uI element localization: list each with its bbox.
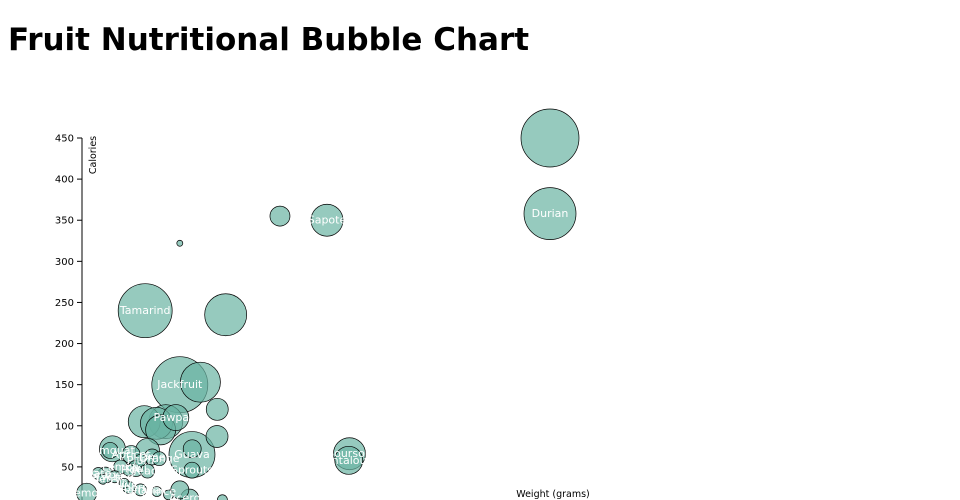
- bubble-label: Durian: [532, 207, 569, 220]
- bubble-olive[interactable]: [118, 477, 130, 489]
- bubble-label: Peach: [131, 465, 164, 478]
- bubble-durian[interactable]: [523, 187, 577, 240]
- bubble[interactable]: [269, 205, 291, 227]
- bubble[interactable]: [176, 239, 184, 247]
- bubble-orange[interactable]: [151, 451, 167, 467]
- bubble-label: Tamarind: [119, 304, 171, 317]
- bubble-label: Banana: [120, 483, 162, 496]
- bubble-sprouts[interactable]: [183, 461, 201, 479]
- bubble[interactable]: [217, 494, 228, 500]
- chart-title: Fruit Nutritional Bubble Chart: [8, 22, 530, 58]
- bubble-label: Soursop: [327, 447, 372, 460]
- bubble-tamarind[interactable]: [117, 283, 173, 339]
- bubble-label: Cantaloupe: [317, 454, 380, 467]
- bubble-label: Jackfruit: [156, 378, 203, 391]
- bubble-lemon[interactable]: [76, 482, 98, 500]
- bubble-kumquat[interactable]: [101, 442, 119, 459]
- y-tick-label: 50: [61, 462, 74, 473]
- bubble-plum[interactable]: [134, 453, 147, 467]
- bubble-label: Quince: [138, 485, 177, 498]
- bubble-label: Pawpaw: [154, 411, 199, 424]
- y-tick-label: 150: [55, 380, 74, 391]
- bubble-label: Fig: [121, 464, 137, 477]
- bubble-label: Lemon: [102, 460, 139, 473]
- y-tick-label: 100: [55, 421, 74, 432]
- bubble-pawpaw[interactable]: [162, 404, 190, 431]
- bubble-cherry[interactable]: [97, 473, 109, 485]
- bubble[interactable]: [205, 397, 229, 421]
- bubble-label: Kiwi: [125, 462, 147, 475]
- y-tick-label: 350: [55, 216, 74, 227]
- bubble-peach[interactable]: [140, 463, 155, 479]
- bubble[interactable]: [520, 108, 580, 168]
- x-axis-title: Weight (grams): [516, 489, 590, 500]
- bubble-banana[interactable]: [134, 483, 147, 497]
- bubble-quince[interactable]: [151, 486, 163, 497]
- bubble-label: Acerola: [169, 492, 210, 500]
- bubble-label: Olive: [110, 477, 138, 490]
- bubble[interactable]: [204, 293, 248, 337]
- bubble-label: Guava: [174, 448, 210, 461]
- bubble-label: Apricot: [112, 448, 152, 461]
- bubble-label: Lime: [139, 451, 166, 464]
- bubble-label: Lemon: [68, 487, 105, 500]
- bubble-label: Orange: [139, 452, 180, 465]
- bubble-label: Kumquat: [85, 444, 135, 457]
- bubble-label: Sapote: [308, 214, 347, 227]
- bubble-label: Plum: [127, 454, 154, 467]
- bubble-lychee[interactable]: [108, 470, 122, 484]
- y-tick-label: 300: [55, 257, 74, 268]
- y-tick-label: 200: [55, 339, 74, 350]
- bubble[interactable]: [205, 425, 229, 448]
- bubble-label: Date: [85, 467, 112, 480]
- bubble-fig[interactable]: [122, 463, 136, 477]
- bubble-label: Cherry: [85, 473, 122, 486]
- y-axis-title: Calories: [88, 136, 99, 174]
- bubble-layer: [76, 108, 580, 500]
- y-axis: 50 100 150 200 250 300 350 400 450: [55, 134, 83, 500]
- bubble-label: Sprouts: [171, 464, 213, 477]
- bubble-sapote[interactable]: [310, 203, 344, 237]
- y-tick-label: 250: [55, 298, 74, 309]
- bubble-label: Mulberry: [104, 481, 153, 494]
- bubble-label: Lychee: [96, 470, 134, 483]
- bubble[interactable]: [170, 480, 190, 500]
- bubble-label: Grape: [89, 469, 123, 482]
- bubble-label-layer: Durian Sapote Tamarind Jackfruit Pawpaw Guava…: [68, 207, 568, 500]
- bubble[interactable]: [182, 439, 202, 459]
- y-tick-label: 400: [55, 175, 74, 186]
- bubble-cantaloupe[interactable]: [334, 445, 364, 475]
- bubble[interactable]: [180, 361, 221, 403]
- y-tick-label: 450: [55, 134, 74, 145]
